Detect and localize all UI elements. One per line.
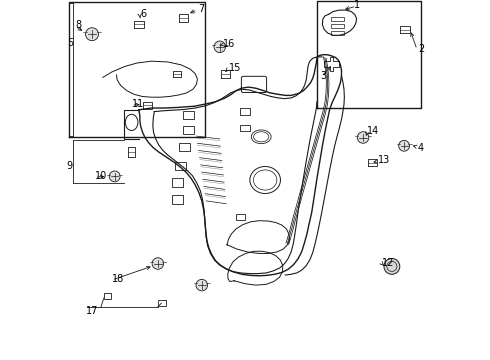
Circle shape: [214, 41, 225, 53]
Text: 16: 16: [223, 39, 236, 49]
Bar: [240, 125, 250, 131]
Circle shape: [399, 140, 410, 151]
Text: 5: 5: [67, 38, 73, 48]
Circle shape: [384, 258, 400, 274]
Bar: [175, 162, 186, 170]
Text: 8: 8: [75, 20, 81, 30]
Bar: [331, 17, 344, 21]
Text: 15: 15: [229, 63, 241, 73]
Bar: [331, 31, 344, 35]
Bar: [236, 214, 245, 220]
Bar: [104, 293, 111, 299]
Text: 11: 11: [132, 99, 144, 109]
Bar: [331, 24, 344, 28]
Bar: [240, 108, 250, 115]
Circle shape: [357, 132, 369, 143]
Text: 3: 3: [320, 71, 327, 81]
Text: 2: 2: [418, 44, 424, 54]
Text: 14: 14: [368, 126, 380, 136]
Text: 12: 12: [382, 258, 394, 268]
Text: 6: 6: [141, 9, 147, 19]
Circle shape: [196, 279, 208, 291]
Text: 4: 4: [418, 143, 424, 153]
Bar: [183, 111, 194, 119]
Text: 9: 9: [67, 161, 73, 171]
Text: 13: 13: [378, 155, 391, 165]
Text: 10: 10: [95, 171, 107, 181]
Circle shape: [109, 171, 120, 182]
Text: 1: 1: [354, 0, 360, 10]
Circle shape: [86, 28, 98, 41]
Bar: [158, 300, 166, 306]
Text: 7: 7: [198, 4, 204, 14]
Bar: [183, 126, 194, 134]
Bar: [172, 178, 183, 187]
Text: 17: 17: [86, 306, 98, 316]
Circle shape: [152, 258, 164, 269]
Bar: [179, 143, 190, 151]
Text: 18: 18: [112, 274, 124, 284]
Bar: [172, 195, 183, 204]
